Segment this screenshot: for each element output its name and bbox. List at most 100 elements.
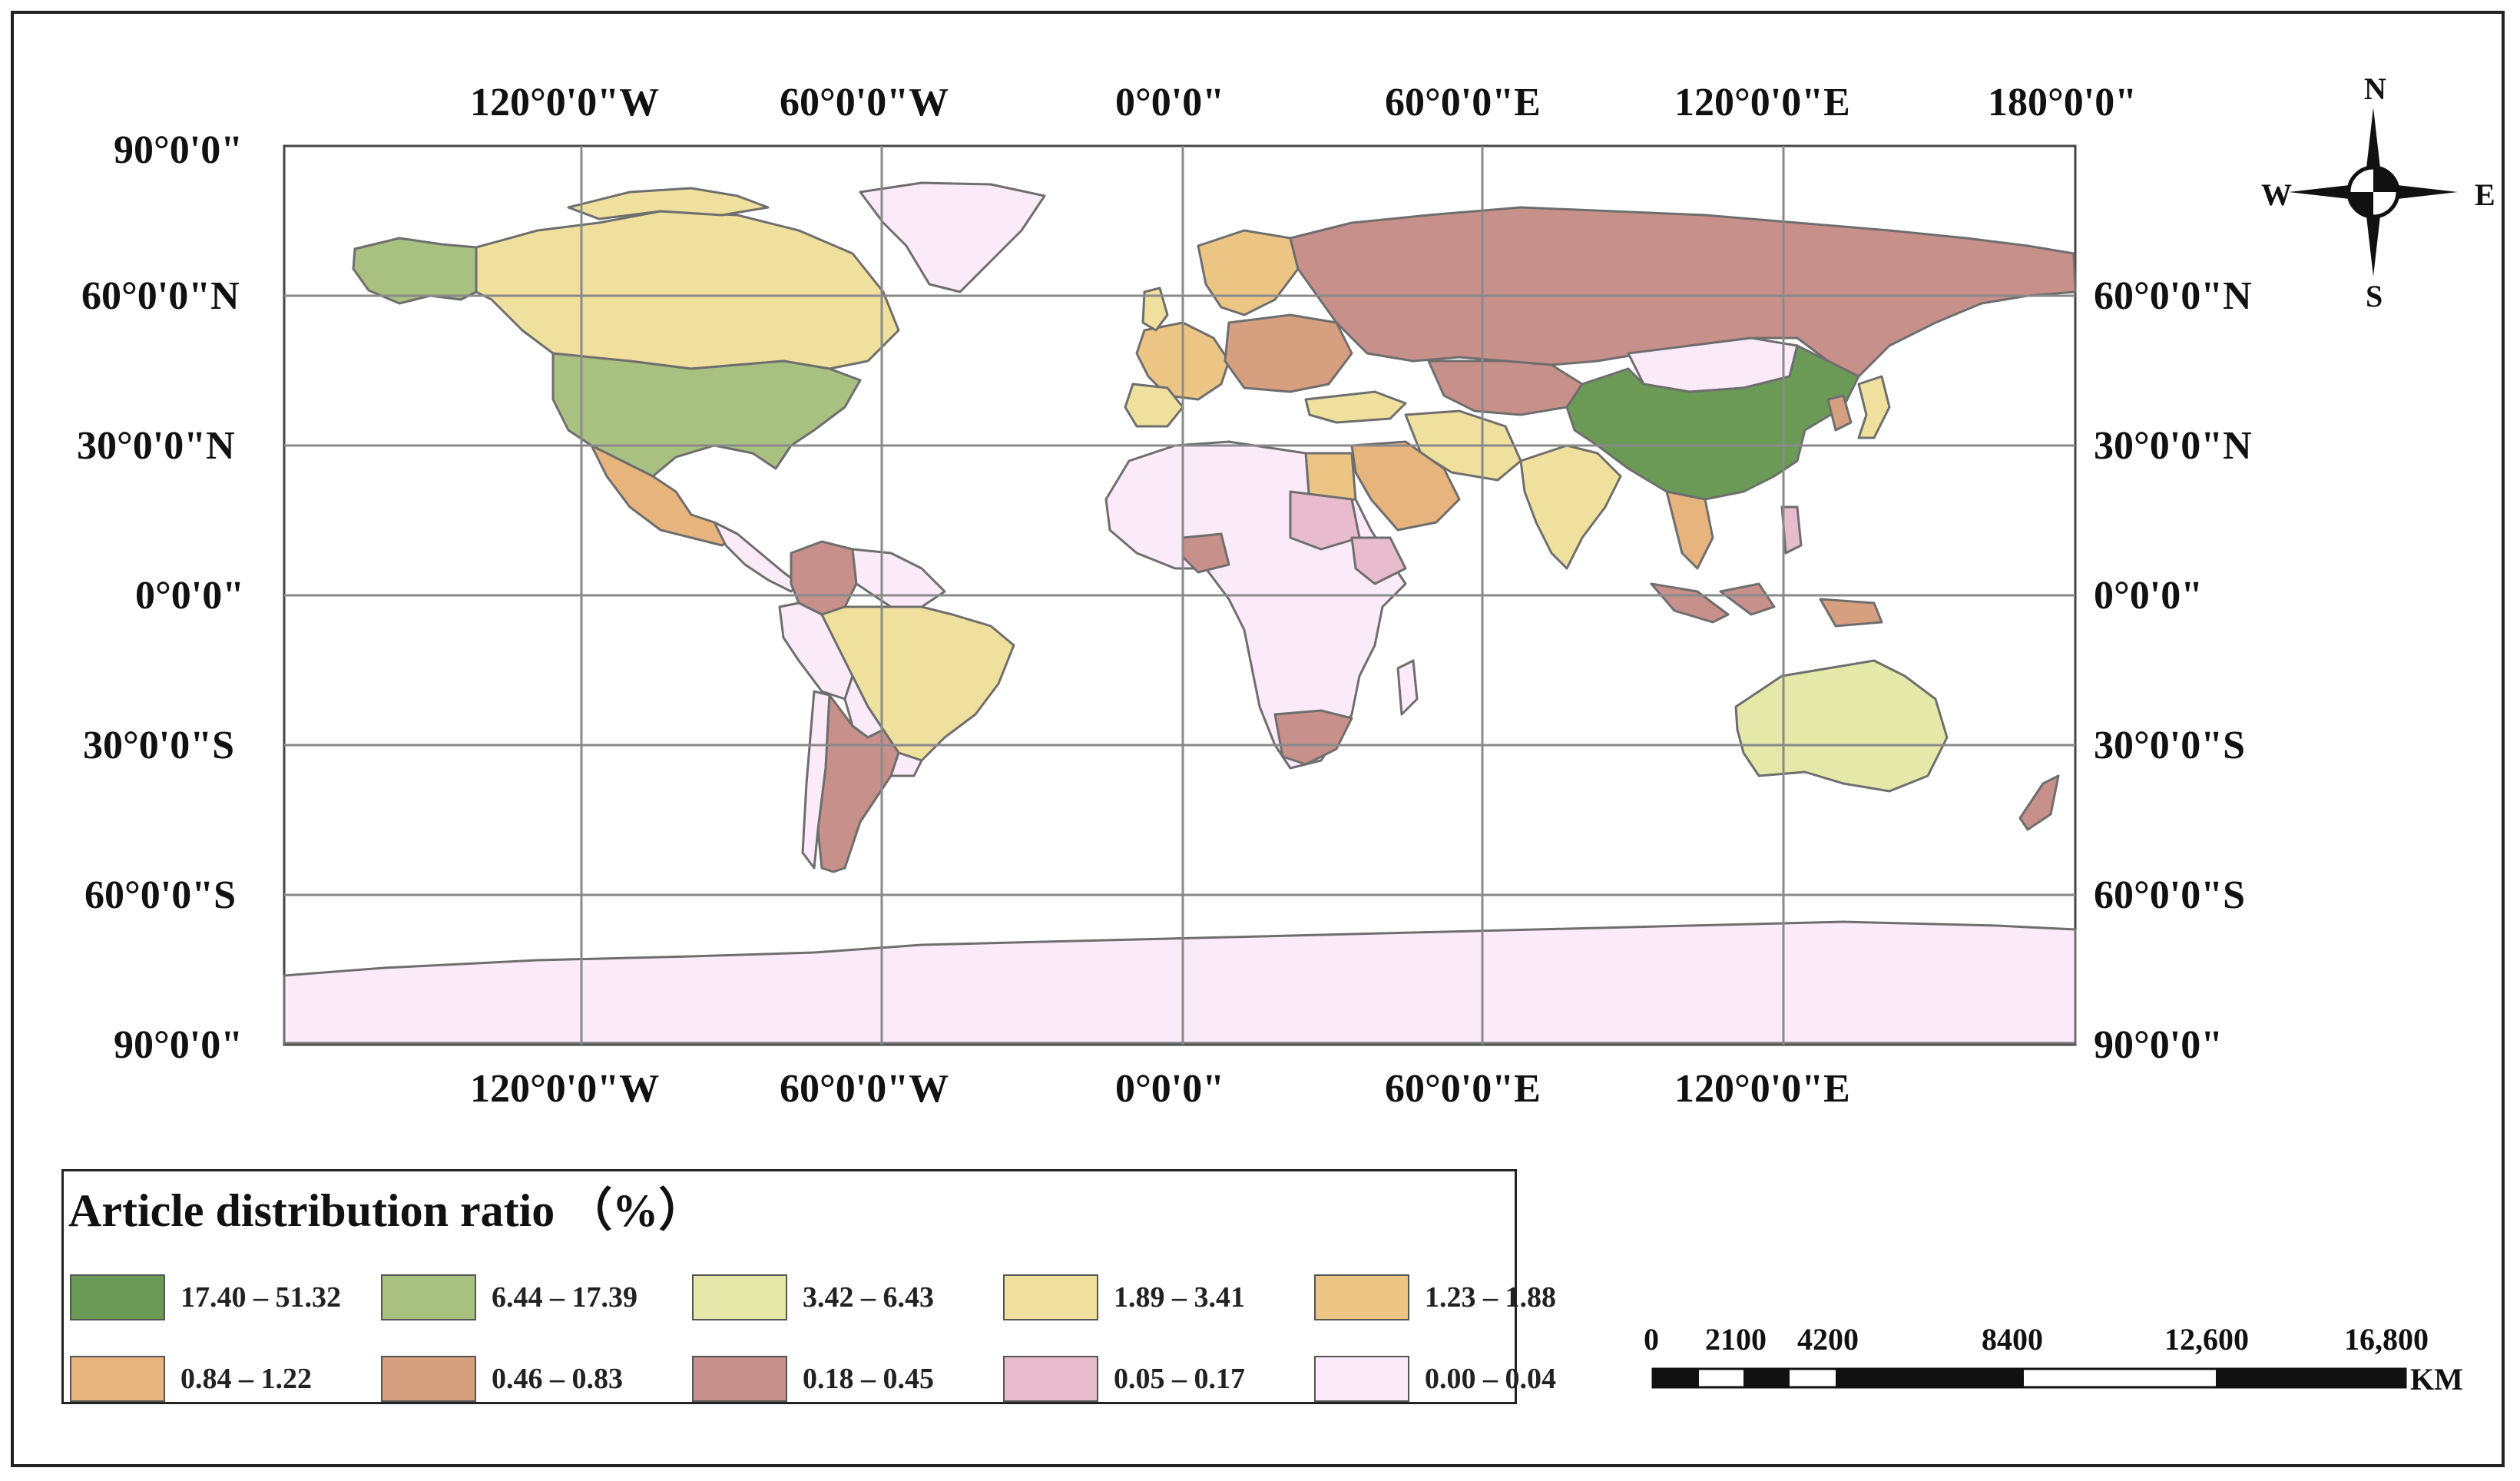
region-india: [1519, 444, 1622, 570]
legend-item: 0.00 – 0.04: [1314, 1356, 1621, 1402]
latitude-label-right: 0°0'0": [2094, 574, 2204, 618]
region-arctic-islands: [567, 187, 770, 220]
legend-swatch: [70, 1356, 165, 1402]
legend-swatch: [1314, 1274, 1409, 1320]
figure-frame: [11, 11, 2505, 1467]
legend: Article distribution ratio （%） 17.40 – 5…: [61, 1169, 1556, 1404]
landmasses: [283, 181, 2077, 1045]
latitude-label-right: 60°0'0"N: [2094, 274, 2252, 318]
region-iberia: [1124, 383, 1184, 428]
legend-label: 0.05 – 0.17: [1114, 1363, 1245, 1395]
legend-item: 0.84 – 1.22: [70, 1356, 377, 1402]
legend-item: 3.42 – 6.43: [692, 1274, 999, 1320]
latitude-label-left: 90°0'0": [114, 1023, 243, 1067]
legend-label: 17.40 – 51.32: [180, 1281, 341, 1314]
longitude-label-bottom: 120°0'0"W: [470, 1067, 660, 1111]
longitude-label-bottom: 60°0'0"E: [1385, 1067, 1541, 1111]
legend-swatch: [381, 1356, 476, 1402]
region-saudi: [1350, 440, 1461, 532]
legend-swatch: [1003, 1274, 1098, 1320]
latitude-label-left: 30°0'0"S: [83, 724, 235, 767]
compass-north: N: [2364, 71, 2386, 106]
legend-label: 3.42 – 6.43: [803, 1281, 934, 1314]
scale-label-0: 0: [1644, 1322, 1659, 1357]
legend-item: 6.44 – 17.39: [381, 1274, 688, 1320]
longitude-label-top: 60°0'0"E: [1385, 81, 1541, 124]
legend-label: 0.18 – 0.45: [803, 1363, 934, 1395]
region-indonesia-1: [1650, 582, 1730, 624]
legend-label: 0.46 – 0.83: [492, 1363, 623, 1395]
scale-bar-graphic: [1651, 1367, 2407, 1389]
legend-title: Article distribution ratio （%）: [68, 1185, 705, 1236]
region-russia: [1289, 206, 2077, 378]
legend-item: 17.40 – 51.32: [70, 1274, 377, 1320]
scale-label-16800: 16,800: [2344, 1322, 2429, 1357]
latitude-label-left: 90°0'0": [114, 128, 243, 172]
longitude-label-top: 120°0'0"W: [470, 81, 660, 124]
longitude-label-top: 60°0'0"W: [780, 81, 949, 124]
latitude-label-right: 30°0'0"N: [2094, 424, 2252, 468]
scale-label-4200: 4200: [1797, 1322, 1859, 1357]
legend-item: 1.23 – 1.88: [1314, 1274, 1621, 1320]
region-antarctica: [283, 920, 2077, 1045]
region-ethiopia: [1350, 536, 1407, 585]
longitude-label-bottom: 0°0'0": [1115, 1067, 1225, 1111]
scale-bar: 0 2100 4200 8400 12,600 16,800 KM: [1644, 1321, 2489, 1406]
legend-swatch: [692, 1274, 787, 1320]
latitude-label-right: 30°0'0"S: [2094, 724, 2246, 767]
legend-item: 0.46 – 0.83: [381, 1356, 688, 1402]
region-uruguay: [889, 751, 923, 777]
legend-swatch: [1314, 1356, 1409, 1402]
scale-label-2100: 2100: [1705, 1322, 1767, 1357]
region-eastern-europe: [1224, 313, 1353, 393]
region-korea: [1826, 394, 1853, 432]
region-japan: [1857, 375, 1891, 439]
latitude-label-left: 30°0'0"N: [77, 424, 235, 468]
longitude-label-top: 180°0'0": [1988, 81, 2138, 124]
compass-south: S: [2366, 279, 2383, 313]
region-philippines: [1780, 505, 1803, 555]
longitude-label-top: 120°0'0"E: [1674, 81, 1850, 124]
legend-label: 0.84 – 1.22: [180, 1363, 312, 1395]
latitude-label-right: 90°0'0": [2094, 1023, 2224, 1067]
legend-label: 1.23 – 1.88: [1425, 1281, 1556, 1314]
region-alaska: [352, 237, 478, 305]
region-scandinavia: [1197, 229, 1300, 316]
latitude-label-left: 60°0'0"S: [84, 873, 237, 917]
region-turkey: [1304, 390, 1407, 424]
region-uk: [1141, 287, 1169, 332]
north-arrow: N S W E: [2261, 71, 2495, 313]
longitude-label-bottom: 120°0'0"E: [1674, 1067, 1850, 1111]
region-australia: [1734, 659, 1949, 793]
region-indonesia-3: [1819, 598, 1883, 628]
compass-east: E: [2475, 177, 2495, 212]
legend-label: 6.44 – 17.39: [492, 1281, 637, 1314]
scale-label-12600: 12,600: [2164, 1322, 2249, 1357]
region-new-zealand: [2018, 774, 2060, 831]
region-greenland: [859, 181, 1046, 293]
region-southeast-asia: [1665, 490, 1714, 570]
latitude-label-left: 0°0'0": [135, 574, 245, 618]
region-south-africa: [1273, 709, 1353, 766]
region-sudan: [1289, 490, 1361, 551]
legend-item: 1.89 – 3.41: [1003, 1274, 1310, 1320]
region-argentina: [816, 694, 900, 873]
legend-label: 0.00 – 0.04: [1425, 1363, 1556, 1395]
legend-swatch: [1003, 1356, 1098, 1402]
latitude-label-right: 60°0'0"S: [2094, 873, 2246, 917]
legend-swatch: [381, 1274, 476, 1320]
compass-west: W: [2261, 177, 2292, 212]
scale-unit: KM: [2410, 1362, 2463, 1397]
compass-rose-icon: [2289, 108, 2458, 277]
region-indonesia-2: [1719, 582, 1776, 616]
legend-swatch: [70, 1274, 165, 1320]
region-madagascar: [1396, 659, 1419, 716]
longitude-label-top: 0°0'0": [1115, 81, 1225, 124]
latitude-label-left: 60°0'0"N: [81, 274, 240, 318]
legend-label: 1.89 – 3.41: [1114, 1281, 1245, 1314]
legend-item: 0.05 – 0.17: [1003, 1356, 1310, 1402]
legend-item: 0.18 – 0.45: [692, 1356, 999, 1402]
region-venezuela: [851, 548, 946, 608]
longitude-label-bottom: 60°0'0"W: [780, 1067, 949, 1111]
